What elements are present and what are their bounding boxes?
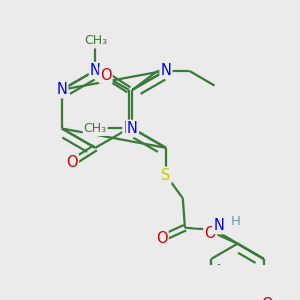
Text: CH₃: CH₃: [84, 122, 107, 135]
Text: N: N: [90, 63, 101, 78]
Text: O: O: [156, 231, 168, 246]
Text: N: N: [160, 63, 171, 78]
Text: H: H: [230, 215, 240, 228]
Text: N: N: [56, 82, 67, 97]
Text: N: N: [123, 121, 134, 136]
Text: O: O: [204, 226, 216, 241]
Text: O: O: [66, 155, 78, 170]
Text: N: N: [213, 218, 224, 233]
Text: CH₃: CH₃: [84, 34, 107, 47]
Text: O: O: [261, 297, 273, 300]
Text: N: N: [127, 121, 138, 136]
Text: methoxy: methoxy: [192, 226, 199, 227]
Text: O: O: [100, 68, 112, 82]
Text: S: S: [161, 168, 171, 183]
